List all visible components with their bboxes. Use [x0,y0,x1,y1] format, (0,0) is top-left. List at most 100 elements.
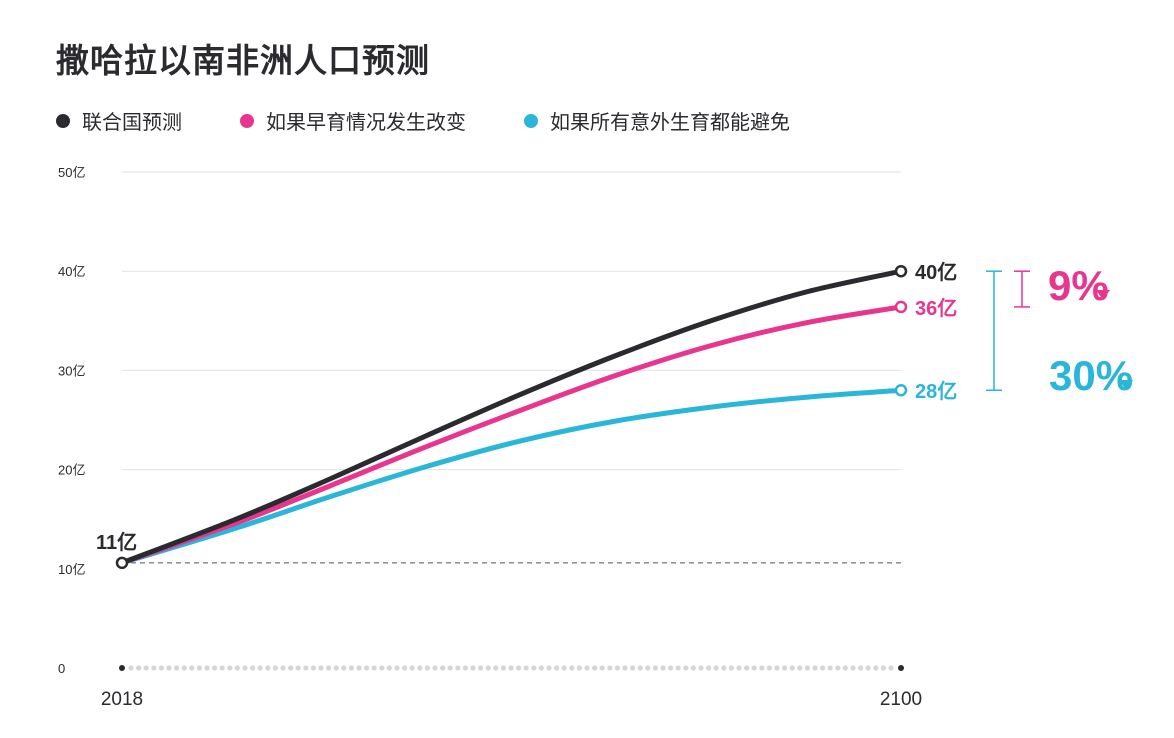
x-axis-dot [288,665,294,671]
x-axis-dot [158,665,164,671]
x-axis-dot [265,665,271,671]
x-axis-dot [774,665,780,671]
legend-label-early-birth: 如果早育情况发生改变 [266,110,466,134]
x-axis-dot [827,665,833,671]
x-axis-dot [310,665,316,671]
x-axis-dot [622,665,628,671]
x-axis-dot [690,665,697,671]
x-axis-dot [250,665,256,671]
x-axis-dot [569,665,575,671]
x-axis-dot [409,665,415,671]
x-axis-dot [630,665,636,671]
x-axis-dot [166,665,172,671]
x-axis-dot [326,665,332,671]
x-axis-dot [280,665,286,671]
x-axis-dot [728,665,735,671]
x-axis-dot [242,665,248,671]
x-axis-end-dot [898,665,904,671]
series-line-early-birth [119,304,904,566]
x-axis-dot [379,665,385,671]
legend-item-early-birth: 如果早育情况发生改变 [240,106,466,135]
x-axis-dot [402,665,408,671]
x-axis-dot [516,665,522,671]
x-axis-dot [789,665,795,671]
x-axis-dot [151,665,157,671]
x-axis-dot [234,665,240,671]
x-axis-dot [478,665,484,671]
x-axis-dot [500,665,506,671]
series-line-unintended-avoided [119,387,904,566]
legend-dot-early-birth [240,113,254,128]
x-axis-dot [424,665,430,671]
x-axis-dot [341,665,347,671]
diff-label-0: 9% [1048,262,1109,309]
y-tick-label-10: 10亿 [58,562,85,577]
y-tick-label-50: 50亿 [58,165,85,180]
end-label-unintended-avoided: 28亿 [915,379,957,403]
x-tick-label-end: 2100 [880,689,922,710]
x-axis-dot [546,665,552,671]
x-axis-dot [272,665,278,671]
x-axis-dot [508,665,514,671]
x-axis-dot [812,665,818,671]
legend-dot-un [56,113,70,128]
x-axis-dot [645,665,651,671]
x-axis-dot [782,665,788,671]
x-axis-dot [835,665,841,671]
x-axis-dot [721,665,727,671]
x-axis-dot [683,665,689,671]
down-triangle-icon [1119,380,1133,390]
start-marker [115,556,129,570]
start-label: 11亿 [96,530,137,554]
x-axis-dot [599,665,605,671]
down-triangle-icon [1096,290,1110,300]
x-axis-dot [371,665,377,671]
x-axis-dot [227,665,233,671]
x-axis-dot [538,665,545,671]
y-tick-label-20: 20亿 [58,463,85,478]
y-tick-label-40: 40亿 [58,264,85,279]
x-axis-dot [394,665,400,671]
legend-item-unintended-avoided: 如果所有意外生育都能避免 [524,106,790,135]
y-tick-label-30: 30亿 [58,363,85,378]
legend: 联合国预测 如果早育情况发生改变 如果所有意外生育都能避免 [56,106,848,135]
x-axis-dot [523,665,529,671]
x-axis-dot [447,665,453,671]
end-label-early-birth: 36亿 [915,296,957,320]
x-axis-dot [706,665,712,671]
x-axis-dot [698,665,704,671]
x-axis-dot [493,665,499,671]
x-axis-dot [668,665,674,671]
x-axis-dot [212,665,218,671]
x-axis-dot [637,665,643,671]
x-axis-dot [181,665,187,671]
x-axis-dot [759,665,765,671]
x-axis-dot [128,665,134,671]
end-marker-unintended-avoided [894,383,908,397]
x-axis-dot [744,665,750,671]
x-axis-dot [485,665,491,671]
legend-label-un: 联合国预测 [82,110,182,134]
x-axis-dot [303,665,309,671]
x-axis-dot [660,665,666,671]
x-axis-dot [143,665,149,671]
x-axis-dot [850,665,856,671]
x-axis-dot [470,665,476,671]
end-marker-un [894,264,908,278]
x-axis-dot [219,665,225,671]
x-axis-dot [204,665,210,671]
x-axis-dot [842,665,849,671]
x-axis-dot [652,665,659,671]
diff-label-1: 30% [1049,352,1133,399]
x-axis-dot [417,665,423,671]
x-tick-label-start: 2018 [101,689,143,710]
x-axis-dot [364,665,370,671]
end-marker-early-birth [894,300,908,314]
x-axis-dot [675,665,681,671]
x-axis-dot [196,665,202,671]
chart-title: 撒哈拉以南非洲人口预测 [56,41,430,80]
x-axis-dot [797,665,803,671]
x-axis-dot [462,665,468,671]
x-axis-dot [318,665,324,671]
legend-label-unintended-avoided: 如果所有意外生育都能避免 [550,110,790,134]
